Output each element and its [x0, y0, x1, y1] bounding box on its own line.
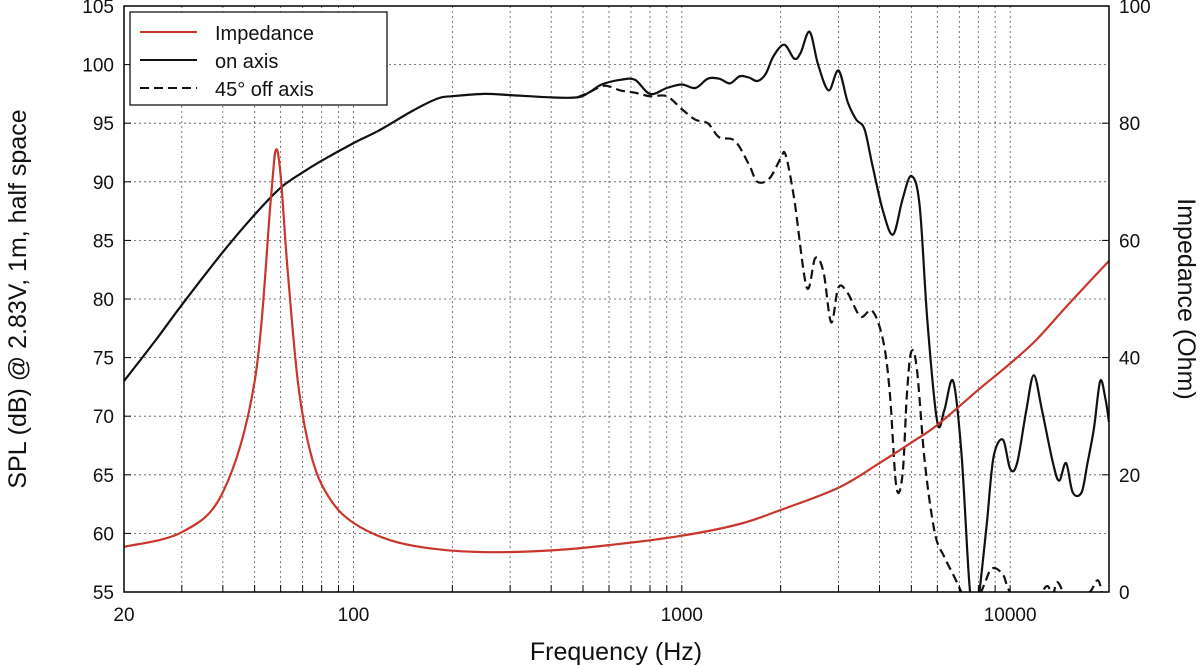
y2-tick-label: 20	[1119, 466, 1140, 487]
y2-tick-label: 100	[1119, 0, 1151, 18]
y-tick-label: 80	[93, 290, 114, 311]
y-tick-label: 65	[93, 466, 114, 487]
legend-label-off-axis: 45° off axis	[215, 79, 314, 101]
y-tick-label: 85	[93, 231, 114, 252]
y-tick-label: 55	[93, 583, 114, 604]
axes: 55 60 65 70 75 80 85 90 95 100 105 0 20 40 60 80 100 20 10…	[82, 0, 1150, 626]
legend-label-on-axis: on axis	[215, 51, 278, 73]
legend-label-impedance: Impedance	[215, 23, 314, 45]
y2-tick-label: 0	[1119, 583, 1130, 604]
y-tick-label: 60	[93, 524, 114, 545]
y-tick-label: 100	[82, 56, 114, 77]
y-tick-label: 105	[82, 0, 114, 18]
x-tick-label: 100	[338, 605, 370, 626]
y2-tick-label: 60	[1119, 231, 1140, 252]
y2-tick-label: 80	[1119, 114, 1140, 135]
legend: Impedance on axis 45° off axis	[129, 11, 388, 106]
impedance-curve	[124, 148, 1109, 554]
y-axis-label: SPL (dB) @ 2.83V, 1m, half space	[4, 109, 32, 488]
y-tick-label: 75	[93, 349, 114, 370]
y-tick-label: 70	[93, 407, 114, 428]
x-tick-label: 20	[113, 605, 134, 626]
y2-axis-label: Impedance (Ohm)	[1172, 198, 1200, 399]
on-axis-curve	[124, 30, 1109, 592]
x-axis-label: Frequency (Hz)	[530, 638, 702, 666]
x-tick-label: 10000	[984, 605, 1037, 626]
legend-box	[129, 11, 388, 106]
y2-tick-label: 40	[1119, 349, 1140, 370]
y-tick-label: 90	[93, 173, 114, 194]
grid-lines	[124, 6, 1109, 592]
y-tick-label: 95	[93, 114, 114, 135]
x-tick-label: 1000	[661, 605, 703, 626]
data-series	[124, 30, 1109, 592]
